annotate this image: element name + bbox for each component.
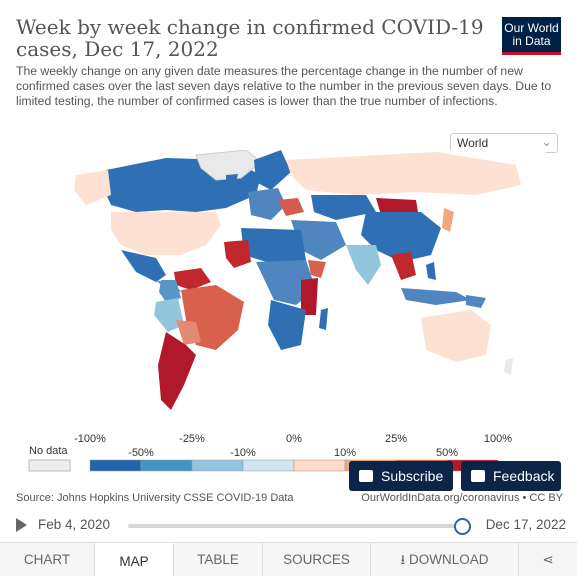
logo-line-2: in Data xyxy=(512,34,551,48)
legend-tick-label: -100% xyxy=(74,433,106,445)
chevron-down-icon: ⌄ xyxy=(541,134,552,149)
chart-title: Week by week change in confirmed COVID-1… xyxy=(16,15,484,61)
country-mongolia[interactable] xyxy=(376,198,418,215)
country-western-europe[interactable] xyxy=(248,188,286,220)
country-southern-africa[interactable] xyxy=(268,300,306,350)
legend-tick-label: 25% xyxy=(385,433,407,445)
subscribe-label: Subscribe xyxy=(381,468,444,484)
share-button[interactable]: ⋖ xyxy=(519,543,577,576)
legend-no-data-label: No data xyxy=(29,445,68,457)
legend-tick-label: 100% xyxy=(484,433,512,445)
country-philippines[interactable] xyxy=(426,262,436,280)
legend-bin-1 xyxy=(89,459,142,472)
mail-icon xyxy=(359,470,373,482)
timeline-end-date[interactable]: Dec 17, 2022 xyxy=(485,517,566,532)
country-north-africa[interactable] xyxy=(241,228,306,265)
timeline-track[interactable] xyxy=(128,524,462,528)
country-india[interactable] xyxy=(346,245,381,285)
country-peru[interactable] xyxy=(154,298,184,332)
country-colombia[interactable] xyxy=(159,280,181,302)
country-west-africa[interactable] xyxy=(224,240,251,268)
legend-tick-label: -50% xyxy=(128,447,154,459)
country-horn-of-africa[interactable] xyxy=(308,260,326,278)
legend-tick-label: 50% xyxy=(436,447,458,459)
tab-download-label: DOWNLOAD xyxy=(408,552,489,567)
legend-bin-2 xyxy=(140,459,193,472)
legend-tick-label: 10% xyxy=(334,447,356,459)
country-new-zealand[interactable] xyxy=(504,358,513,375)
feedback-button[interactable]: Feedback xyxy=(461,461,561,491)
logo-line-1: Our World xyxy=(504,21,559,35)
country-east-africa[interactable] xyxy=(301,278,318,315)
country-bolivia[interactable] xyxy=(176,320,201,345)
country-eastern-europe[interactable] xyxy=(278,198,304,216)
tab-chart[interactable]: CHART xyxy=(0,543,95,576)
country-indonesia[interactable] xyxy=(401,288,471,305)
tab-sources[interactable]: SOURCES xyxy=(263,543,371,576)
country-china[interactable] xyxy=(361,212,441,262)
country-se-asia[interactable] xyxy=(391,252,416,280)
world-map[interactable] xyxy=(16,150,546,430)
country-kazakhstan[interactable] xyxy=(311,195,376,220)
legend-bin-4 xyxy=(242,459,295,472)
subscribe-button[interactable]: Subscribe xyxy=(349,461,453,491)
legend-bin-5 xyxy=(293,459,346,472)
legend-no-data-swatch xyxy=(28,459,71,472)
country-japan[interactable] xyxy=(442,208,454,232)
country-argentina-chile[interactable] xyxy=(158,332,196,410)
feedback-label: Feedback xyxy=(493,468,555,484)
timeline-start-date[interactable]: Feb 4, 2020 xyxy=(38,517,111,532)
owid-url[interactable]: OurWorldInData.org/coronavirus • CC BY xyxy=(361,492,563,504)
country-venezuela[interactable] xyxy=(174,268,211,290)
country-iceland[interactable] xyxy=(226,174,238,182)
tab-bar: CHART MAP TABLE SOURCES ⭳ DOWNLOAD ⋖ xyxy=(0,542,577,576)
tab-map[interactable]: MAP xyxy=(95,543,174,576)
download-icon: ⭳ xyxy=(400,552,409,567)
country-madagascar[interactable] xyxy=(319,308,328,330)
country-mexico[interactable] xyxy=(121,250,166,282)
timeline[interactable]: Feb 4, 2020 Dec 17, 2022 xyxy=(16,514,566,536)
tab-table[interactable]: TABLE xyxy=(174,543,263,576)
country-scandinavia[interactable] xyxy=(254,150,291,190)
speech-bubble-icon xyxy=(471,470,485,482)
chart-subtitle: The weekly change on any given date meas… xyxy=(16,64,552,108)
country-alaska[interactable] xyxy=(74,170,111,205)
country-russia[interactable] xyxy=(286,152,521,195)
legend-tick-label: 0% xyxy=(286,433,302,445)
country-middle-east[interactable] xyxy=(291,220,346,260)
timeline-handle[interactable] xyxy=(454,518,471,535)
country-usa[interactable] xyxy=(111,212,221,255)
tab-download[interactable]: ⭳ DOWNLOAD xyxy=(371,543,519,576)
source-text[interactable]: Source: Johns Hopkins University CSSE CO… xyxy=(16,492,294,504)
country-png[interactable] xyxy=(466,295,486,308)
legend-tick-label: -25% xyxy=(179,433,205,445)
owid-logo[interactable]: Our World in Data xyxy=(502,17,561,55)
play-icon[interactable] xyxy=(16,518,27,532)
legend-bin-3 xyxy=(191,459,244,472)
region-selector-value: World xyxy=(457,136,489,150)
country-greenland[interactable] xyxy=(195,150,262,181)
legend-tick-label: -10% xyxy=(230,447,256,459)
country-australia[interactable] xyxy=(421,310,491,362)
share-icon: ⋖ xyxy=(542,552,554,567)
